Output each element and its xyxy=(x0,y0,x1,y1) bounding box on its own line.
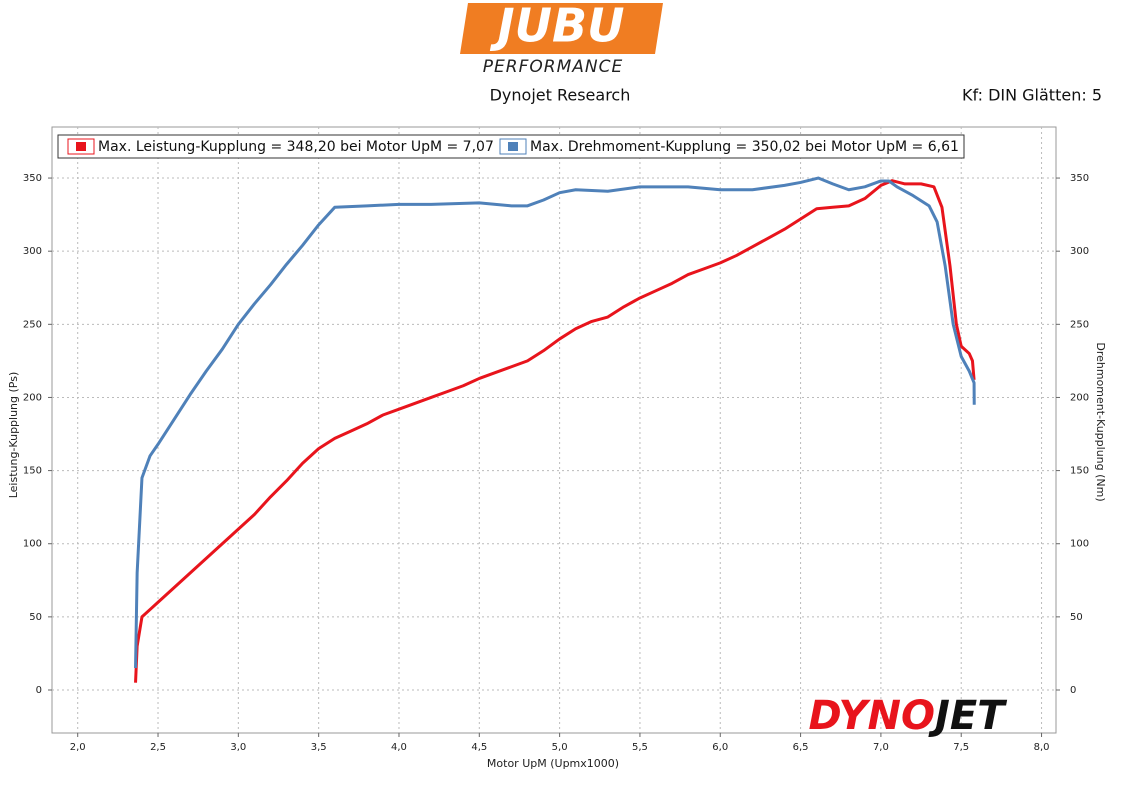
x-tick-label: 6,5 xyxy=(793,742,809,753)
subtitle: Dynojet Research xyxy=(490,86,631,105)
footer-logo: DYNO xyxy=(808,693,935,739)
legend-label: Max. Drehmoment-Kupplung = 350,02 bei Mo… xyxy=(530,139,959,155)
y2-tick-label: 50 xyxy=(1070,612,1083,623)
x-tick-label: 2,0 xyxy=(70,742,86,753)
y2-tick-label: 350 xyxy=(1070,173,1089,184)
x-tick-label: 7,0 xyxy=(873,742,889,753)
y2-axis-label: Drehmoment-Kupplung (Nm) xyxy=(1094,342,1107,501)
footer-logo: JET xyxy=(928,693,1007,739)
logo-text: JUBU xyxy=(490,0,625,53)
y2-tick-label: 300 xyxy=(1070,246,1089,257)
x-tick-label: 4,0 xyxy=(391,742,407,753)
y2-tick-label: 250 xyxy=(1070,319,1089,330)
y-tick-label: 350 xyxy=(23,173,42,184)
x-tick-label: 7,5 xyxy=(953,742,969,753)
logo-subtext: PERFORMANCE xyxy=(483,57,623,77)
x-axis-label: Motor UpM (Upmx1000) xyxy=(487,757,619,770)
legend-swatch xyxy=(508,142,518,151)
x-tick-label: 3,5 xyxy=(311,742,327,753)
x-tick-label: 4,5 xyxy=(471,742,487,753)
y2-tick-label: 150 xyxy=(1070,466,1089,477)
x-tick-label: 5,5 xyxy=(632,742,648,753)
y2-tick-label: 0 xyxy=(1070,685,1076,696)
y-tick-label: 100 xyxy=(23,539,42,550)
logo-box xyxy=(460,3,663,54)
y2-tick-label: 200 xyxy=(1070,392,1089,403)
legend-label: Max. Leistung-Kupplung = 348,20 bei Moto… xyxy=(98,139,494,155)
series-line xyxy=(134,176,976,669)
y-axis-label: Leistung-Kupplung (Ps) xyxy=(7,372,20,499)
settings: Kf: DIN Glätten: 5 xyxy=(962,86,1102,105)
y-tick-label: 0 xyxy=(36,685,42,696)
x-tick-label: 8,0 xyxy=(1034,742,1050,753)
y-tick-label: 300 xyxy=(23,246,42,257)
y-tick-label: 150 xyxy=(23,466,42,477)
plot-area xyxy=(51,126,1057,734)
y2-tick-label: 100 xyxy=(1070,539,1089,550)
y-tick-label: 50 xyxy=(29,612,42,623)
y-tick-label: 200 xyxy=(23,392,42,403)
y-tick-label: 250 xyxy=(23,319,42,330)
legend-swatch xyxy=(76,142,86,151)
x-tick-label: 2,5 xyxy=(150,742,166,753)
x-tick-label: 5,0 xyxy=(552,742,568,753)
x-tick-label: 3,0 xyxy=(230,742,246,753)
series-line xyxy=(134,179,976,683)
x-tick-label: 6,0 xyxy=(712,742,728,753)
